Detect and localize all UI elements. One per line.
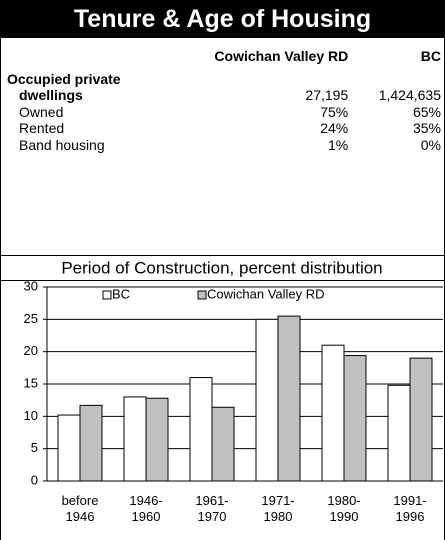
y-tick-label: 10 [24,408,38,423]
cell-value: 1% [328,136,349,153]
bar [321,344,345,482]
bar [123,396,147,482]
table-row: Occupied private dwellings 27,195 1,424,63… [5,71,441,104]
cell-value: 27,195 [305,87,349,103]
y-tick-label: 25 [24,311,38,326]
summary-panel: Tenure & Age of Housing Cowichan Valley … [0,0,445,256]
cell-value: 0% [420,136,441,153]
legend-label: Cowichan Valley RD [207,286,325,301]
table-row: Band housing 1% 0% [5,137,441,154]
y-tick-label: 15 [24,375,38,390]
cell-value: 24% [320,120,349,136]
header-row: Cowichan Valley RD BC [5,48,441,71]
chart: Period of Construction, percent distribu… [0,256,445,540]
y-tick-label: 0 [31,472,38,487]
table-row: Owned 75% 65% [5,104,441,121]
cell-value: 65% [412,103,441,120]
chart-title: Period of Construction, percent distribu… [61,258,382,277]
legend-label: BC [112,286,130,301]
legend-swatch [102,290,112,300]
cell-value: 75% [320,103,349,120]
legend-swatch [197,290,207,300]
x-tick-label: 1961-1970 [195,493,228,524]
x-tick-label: 1971-1980 [261,493,294,524]
cell-value: 1,424,635 [378,87,441,103]
bar [255,318,279,482]
x-tick-label: before 1946 [62,493,99,524]
tenure-table: Cowichan Valley RD BC Occupied private d… [5,48,441,153]
column-header: BC [420,48,441,64]
x-tick-label: 1980-1990 [327,493,360,524]
column-header: Cowichan Valley RD [214,48,349,64]
row-label: Rented [19,120,65,136]
bar [211,406,235,482]
page-title: Tenure & Age of Housing [1,0,444,38]
bar [145,397,169,482]
bar [277,315,301,482]
bar [343,355,367,482]
row-label: Band housing [19,136,105,153]
table-body: Occupied private dwellings 27,195 1,424,63… [5,71,441,154]
bar [57,414,81,482]
row-header-spacer [5,48,149,71]
row-label: Owned [19,103,64,120]
x-tick-label: 1991-1996 [393,493,426,524]
cell-value: 35% [412,120,441,136]
bar [79,404,103,482]
row-label: Occupied private dwellings [7,70,121,104]
table-row: Rented 24% 35% [5,120,441,137]
bar [189,377,213,482]
bar [387,384,411,482]
bar [409,357,433,482]
y-tick-label: 30 [24,278,38,293]
y-tick-label: 5 [31,440,38,455]
x-tick-label: 1946-1960 [129,493,162,524]
y-tick-label: 20 [24,343,38,358]
